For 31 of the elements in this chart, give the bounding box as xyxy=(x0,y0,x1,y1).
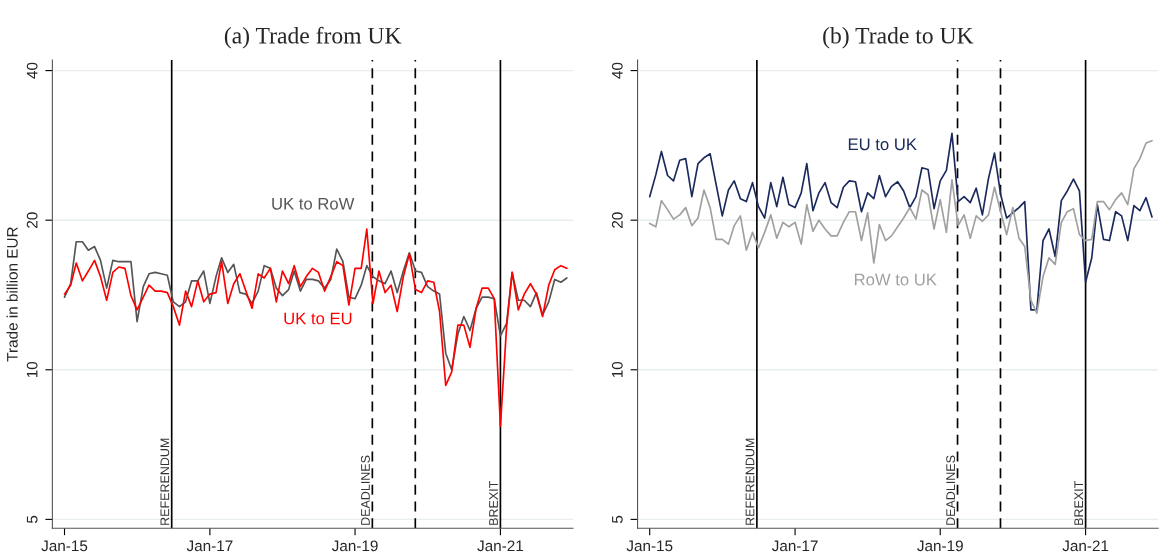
x-tick-label: Jan-15 xyxy=(626,540,673,552)
ref-line-label: DEADLINES xyxy=(946,455,956,525)
x-tick-label: Jan-17 xyxy=(186,540,233,552)
text: UK to RoW xyxy=(272,198,355,210)
y-tick-label: 40 xyxy=(26,62,38,79)
series-label: RoW to UK xyxy=(854,273,937,286)
x-tick-label: Jan-17 xyxy=(771,540,818,552)
ref-line-label: REFERENDUM xyxy=(745,438,755,525)
chart-title: (b) Trade to UK xyxy=(823,27,974,49)
ref-line-label: BREXIT xyxy=(489,481,498,525)
line-series xyxy=(63,228,568,428)
series-label: EU to UK xyxy=(848,138,917,151)
chart-title: (a) Trade from UK xyxy=(224,26,402,49)
y-tick-label: 40 xyxy=(611,62,623,79)
y-tick-label: 20 xyxy=(611,212,623,228)
x-tick-label: Jan-19 xyxy=(917,540,963,552)
y-axis-title: Trade in billion EUR xyxy=(6,227,18,362)
ref-line-label: BREXIT xyxy=(1074,481,1083,525)
y-tick-label: 10 xyxy=(26,361,38,378)
x-tick-label: Jan-19 xyxy=(331,540,378,552)
y-tick-label: 5 xyxy=(612,515,623,524)
ref-line-label: REFERENDUM xyxy=(160,438,170,525)
ref-line-label: DEADLINES xyxy=(361,455,370,525)
x-tick-label: Jan-15 xyxy=(41,540,88,552)
y-tick-label: 5 xyxy=(26,515,38,524)
line-series xyxy=(63,240,568,371)
x-tick-label: Jan-21 xyxy=(477,540,524,552)
y-tick-label: 10 xyxy=(611,361,623,378)
y-tick-label: 20 xyxy=(26,212,38,228)
x-tick-label: Jan-21 xyxy=(1062,540,1109,552)
series-label: UK to EU xyxy=(284,312,352,325)
